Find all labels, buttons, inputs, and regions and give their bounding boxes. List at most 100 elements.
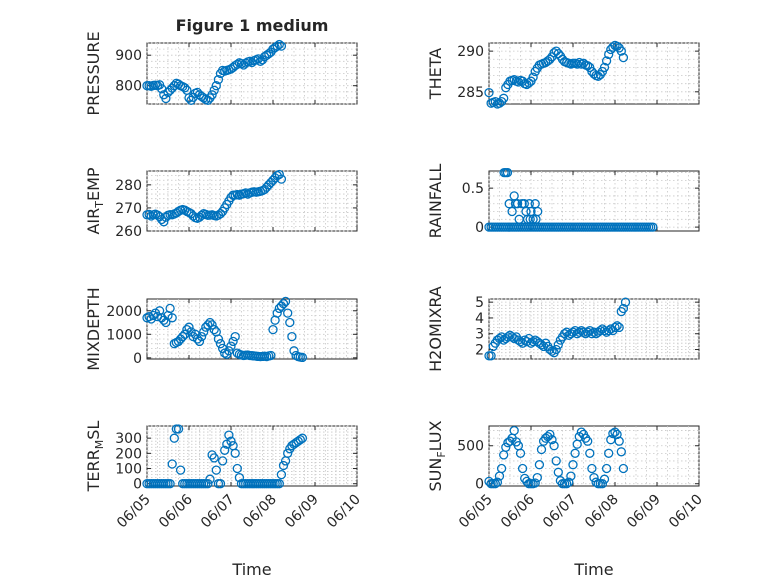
data-point	[207, 90, 217, 100]
data-point	[601, 56, 612, 66]
data-point	[486, 351, 496, 361]
series-markers	[484, 297, 631, 361]
data-point	[587, 329, 597, 339]
data-point	[226, 436, 236, 446]
data-point	[226, 341, 236, 351]
data-point	[211, 465, 221, 475]
data-point	[484, 87, 494, 98]
data-point	[194, 336, 205, 347]
data-point	[494, 333, 505, 344]
data-point	[566, 471, 576, 481]
data-point	[274, 169, 284, 180]
data-point	[513, 77, 524, 87]
data-point	[591, 477, 601, 487]
data-point	[528, 72, 538, 82]
data-point	[230, 448, 240, 458]
data-point	[507, 206, 517, 217]
data-point	[276, 469, 287, 480]
data-point	[184, 322, 194, 332]
data-point	[604, 448, 614, 458]
data-point	[492, 477, 503, 487]
data-point	[276, 174, 287, 184]
x-tick-label: 06/09	[624, 492, 664, 532]
y-tick-label: 4	[475, 311, 484, 327]
data-point	[205, 474, 215, 484]
x-axis-label-left: Time	[231, 560, 271, 579]
data-point	[601, 463, 612, 474]
data-point	[614, 322, 624, 333]
data-point	[167, 459, 177, 469]
data-point	[568, 327, 578, 337]
x-tick-label: 06/09	[282, 492, 322, 532]
data-point	[616, 46, 626, 56]
data-point	[610, 427, 620, 437]
y-tick-label: 100	[115, 462, 142, 478]
data-point	[517, 463, 528, 474]
data-point	[532, 472, 542, 483]
y-tick-label: 0	[133, 477, 142, 493]
data-point	[266, 350, 276, 361]
data-point	[612, 429, 622, 440]
data-point	[551, 344, 561, 355]
data-point	[285, 317, 295, 328]
data-point	[534, 460, 545, 470]
y-tick-label: 1000	[106, 327, 142, 343]
data-point	[175, 465, 186, 475]
series-markers	[142, 424, 308, 489]
y-tick-label: 270	[115, 201, 142, 217]
data-point	[217, 456, 228, 466]
data-point	[553, 340, 563, 350]
data-point	[213, 74, 224, 85]
data-point	[530, 478, 540, 488]
y-tick-label: 260	[115, 224, 142, 240]
data-point	[528, 214, 538, 224]
data-point	[589, 472, 599, 483]
data-point	[224, 346, 234, 356]
data-point	[528, 336, 538, 347]
data-point	[612, 321, 622, 331]
data-point	[599, 62, 610, 73]
y-tick-label: 5	[475, 295, 484, 311]
data-point	[545, 54, 555, 64]
data-point	[564, 477, 574, 487]
data-point	[490, 96, 500, 107]
data-point	[203, 320, 213, 330]
y-tick-label: 0.5	[462, 181, 484, 197]
data-point	[230, 331, 240, 342]
data-point	[499, 93, 509, 103]
data-point	[287, 331, 297, 342]
data-point	[236, 59, 247, 69]
y-tick-label: 3	[475, 327, 484, 343]
subplot-sun-flux: 0 500 06/05 06/06 06/07 06/08 06/09 06/10 SUNFLU…	[426, 420, 706, 531]
y-tick-label: 0	[133, 351, 142, 367]
data-point	[501, 442, 511, 452]
data-point	[283, 308, 293, 318]
data-point	[589, 327, 599, 337]
data-point	[620, 297, 631, 307]
y-axis-label: H2OMIXRA	[426, 286, 445, 372]
series-markers	[484, 167, 658, 232]
data-point	[283, 448, 293, 458]
data-point	[241, 58, 251, 68]
data-point	[178, 331, 188, 342]
data-point	[515, 336, 526, 347]
subplot-rainfall: 0 0.5 RAINFALL	[426, 164, 700, 238]
data-point	[648, 222, 658, 232]
y-tick-label: 280	[115, 178, 142, 194]
x-tick-label: 06/05	[456, 492, 496, 532]
data-point	[209, 85, 219, 95]
x-tick-label: 06/10	[666, 492, 706, 532]
data-point	[545, 429, 555, 440]
data-point	[551, 456, 561, 466]
data-point	[608, 42, 618, 52]
data-point	[167, 313, 177, 323]
data-point	[274, 39, 284, 50]
data-point	[161, 93, 171, 104]
data-point	[272, 308, 282, 318]
data-point	[568, 460, 578, 470]
data-point	[553, 467, 563, 477]
data-point	[502, 167, 513, 178]
